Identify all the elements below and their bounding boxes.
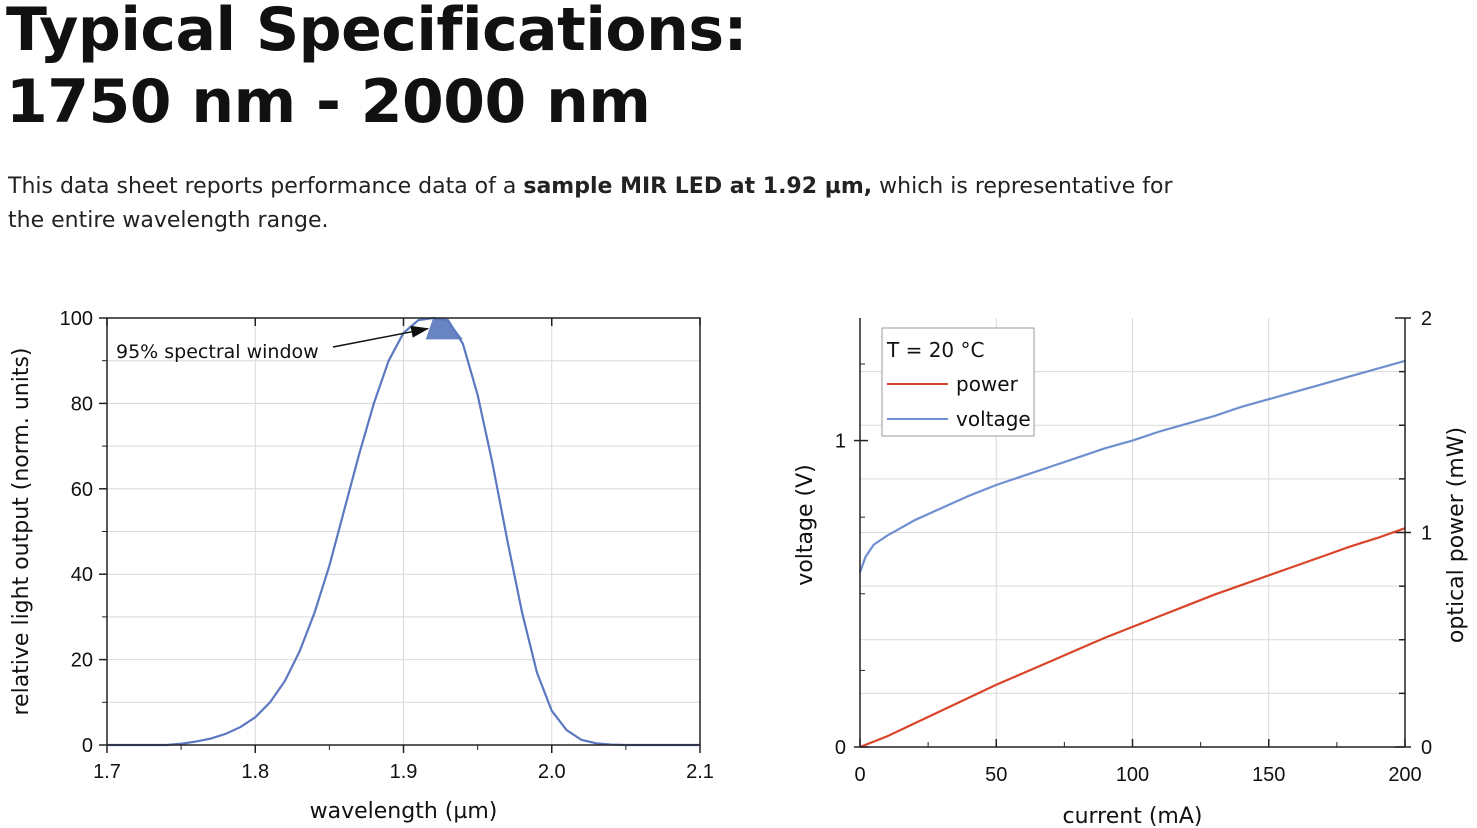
legend-title: T = 20 °C — [886, 338, 984, 362]
plot-frame — [106, 317, 701, 746]
y-tick-label: 40 — [71, 564, 93, 586]
intro-text-bold: sample MIR LED at 1.92 µm, — [523, 174, 873, 199]
y-tick-label: 80 — [71, 393, 93, 415]
x-tick-label: 200 — [1388, 764, 1421, 786]
x-axis-title: wavelength (µm) — [310, 799, 498, 824]
y2-tick-label: 0 — [1421, 737, 1432, 759]
spectral-window-fill — [425, 318, 471, 340]
y2-axis-title: optical power (mW) — [1444, 427, 1469, 643]
legend-label-voltage: voltage — [956, 407, 1031, 431]
x-tick-label: 100 — [1116, 764, 1149, 786]
y-tick-label: 0 — [835, 737, 846, 759]
x-axis-title: current (mA) — [1062, 804, 1202, 828]
y2-tick-label: 1 — [1421, 523, 1432, 545]
y-tick-label: 20 — [71, 650, 93, 672]
legend-label-power: power — [956, 372, 1019, 396]
spectrum-chart: 1.7 1.8 1.9 2.0 2.1 0 20 40 60 80 100 95% spectral … — [9, 308, 714, 824]
annotation-arrow — [332, 325, 430, 348]
y-axis-title: relative light output (norm. units) — [9, 347, 34, 715]
intro-text-after: which is representative for the entire w… — [8, 174, 1173, 233]
x-tick-label: 50 — [985, 764, 1007, 786]
page-title-line-2: 1750 nm - 2000 nm — [6, 67, 651, 137]
x-tick-label: 1.7 — [93, 761, 121, 783]
intro-text-before: This data sheet reports performance data… — [8, 174, 524, 199]
intro-paragraph: This data sheet reports performance data… — [8, 170, 1188, 238]
annotation-label: 95% spectral window — [116, 341, 319, 363]
y-tick-label: 1 — [835, 431, 846, 453]
series-power-line — [859, 527, 1406, 749]
y2-tick-label: 2 — [1421, 308, 1432, 330]
page-title: Typical Specifications: 1750 nm - 2000 n… — [6, 0, 748, 138]
series-voltage-line — [858, 359, 1406, 573]
page-title-line-1: Typical Specifications: — [6, 0, 748, 65]
y-tick-label: 60 — [71, 479, 93, 501]
series-spectrum-line — [107, 316, 700, 747]
x-tick-label: 150 — [1252, 764, 1285, 786]
x-tick-label: 2.1 — [686, 761, 714, 783]
y-axis-title: voltage (V) — [793, 464, 818, 585]
y-tick-label: 100 — [60, 308, 93, 330]
x-tick-label: 1.8 — [241, 761, 269, 783]
x-tick-label: 2.0 — [538, 761, 566, 783]
x-tick-label: 1.9 — [390, 761, 418, 783]
y-tick-label: 0 — [82, 735, 93, 757]
x-tick-label: 0 — [854, 764, 865, 786]
